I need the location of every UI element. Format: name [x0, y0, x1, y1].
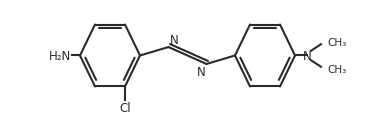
- Text: N: N: [303, 50, 311, 62]
- Text: CH₃: CH₃: [327, 38, 346, 48]
- Text: Cl: Cl: [119, 101, 131, 114]
- Text: CH₃: CH₃: [327, 64, 346, 74]
- Text: H₂N: H₂N: [49, 50, 71, 62]
- Text: N: N: [169, 34, 178, 47]
- Text: N: N: [197, 65, 205, 78]
